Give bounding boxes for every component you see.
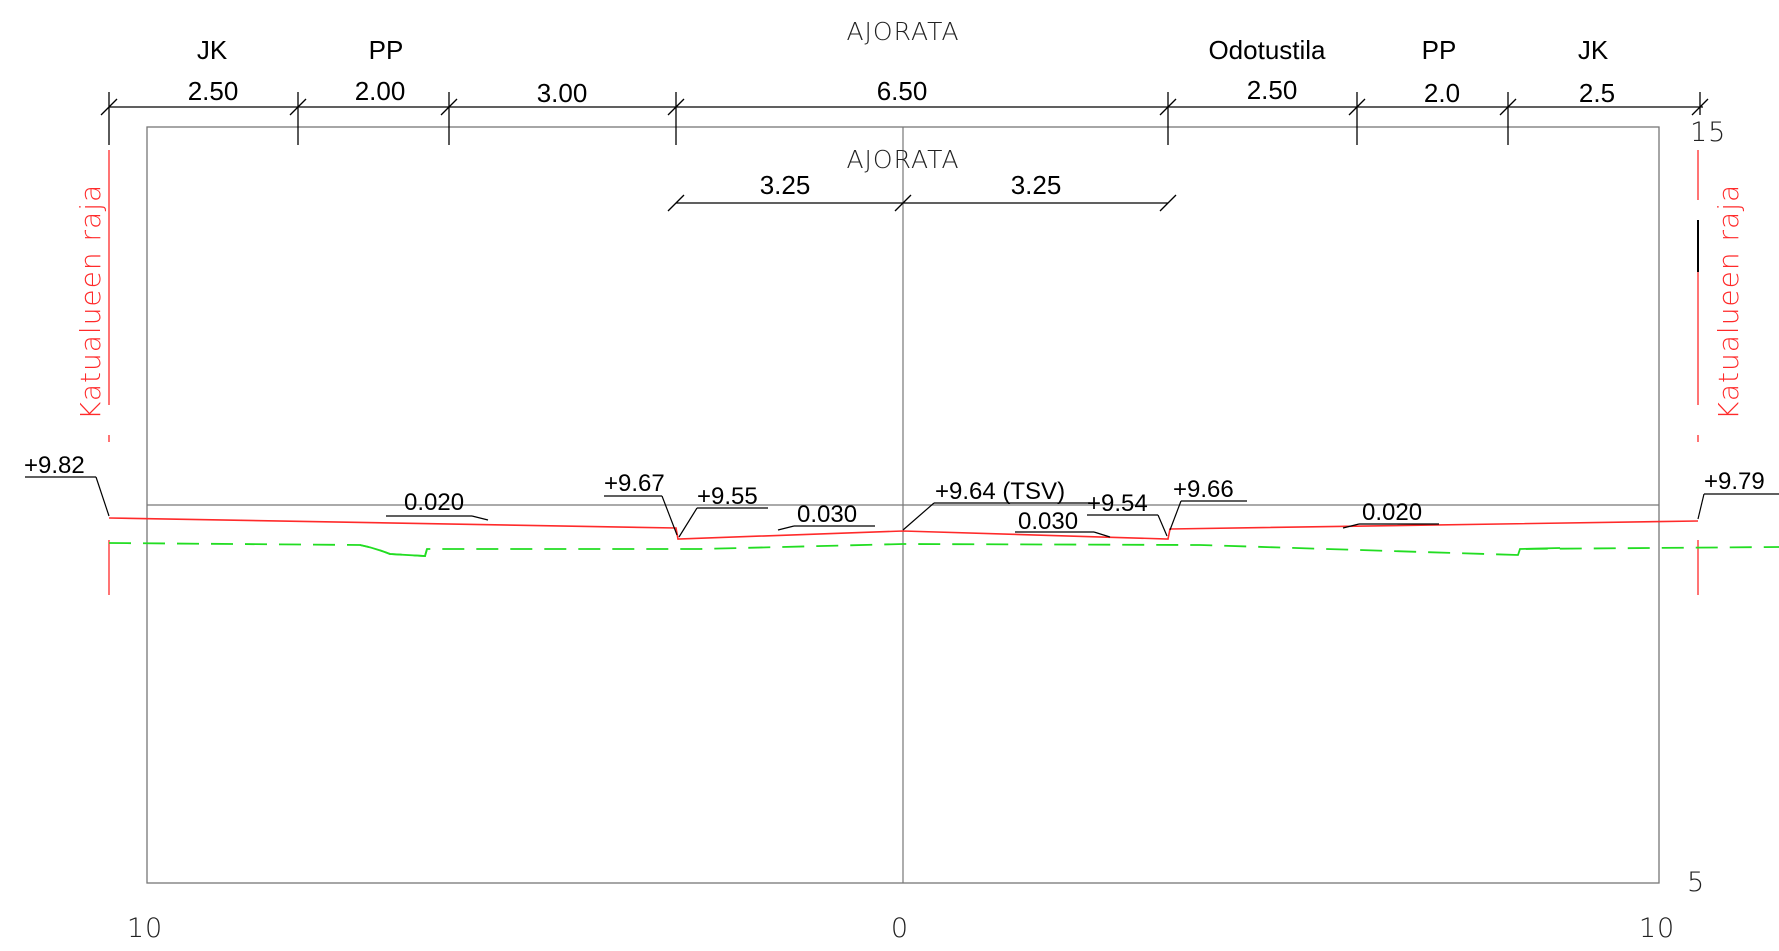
- dim-value-inner: 3.25: [1011, 170, 1062, 200]
- elevation-label: +9.67: [604, 470, 665, 497]
- top-title: AJORATA: [846, 17, 959, 46]
- elevation-label: +9.66: [1173, 476, 1234, 503]
- existing-ground-ditch: [359, 544, 428, 557]
- dim-value: 2.0: [1424, 78, 1460, 108]
- axis-value-top: 15: [1690, 117, 1726, 148]
- right-boundary-label: Katualueen raja: [1712, 184, 1745, 420]
- dim-value: 6.50: [877, 76, 928, 106]
- top-dimension-chain: [100, 92, 1709, 145]
- zone-label-jk-right: JK: [1578, 35, 1609, 65]
- elevation-label: +9.55: [697, 483, 758, 510]
- elevation-label: +9.82: [24, 452, 85, 479]
- elevation-leaders: [25, 476, 1779, 538]
- left-boundary-label: Katualueen raja: [74, 184, 107, 420]
- inner-title: AJORATA: [846, 145, 959, 174]
- elevation-label: +9.64 (TSV): [935, 478, 1065, 505]
- dim-value: 2.5: [1579, 78, 1615, 108]
- dim-value: 3.00: [537, 78, 588, 108]
- slope-label: 0.030: [797, 501, 857, 528]
- slope-label: 0.020: [404, 489, 464, 516]
- elevation-label: +9.54: [1087, 490, 1148, 517]
- axis-value-bottom: 5: [1687, 867, 1705, 898]
- slope-indicators: [386, 515, 1439, 538]
- elevation-label: +9.79: [1704, 468, 1765, 495]
- zone-label-pp-left: PP: [369, 35, 404, 65]
- axis-value-right: 10: [1639, 913, 1675, 944]
- slope-label: 0.020: [1362, 499, 1422, 526]
- dim-value: 2.50: [188, 76, 239, 106]
- zone-label-pp-right: PP: [1422, 35, 1457, 65]
- zone-label-jk-left: JK: [197, 35, 228, 65]
- axis-value-left: 10: [127, 913, 163, 944]
- dim-value: 2.00: [355, 76, 406, 106]
- zone-label-odotustila: Odotustila: [1208, 35, 1326, 65]
- axis-value-center: 0: [891, 913, 909, 944]
- dim-value-inner: 3.25: [760, 170, 811, 200]
- existing-ground-ditch: [1517, 547, 1561, 556]
- dim-value: 2.50: [1247, 75, 1298, 105]
- inner-dimension-chain: [667, 194, 1177, 212]
- slope-label: 0.030: [1018, 508, 1078, 535]
